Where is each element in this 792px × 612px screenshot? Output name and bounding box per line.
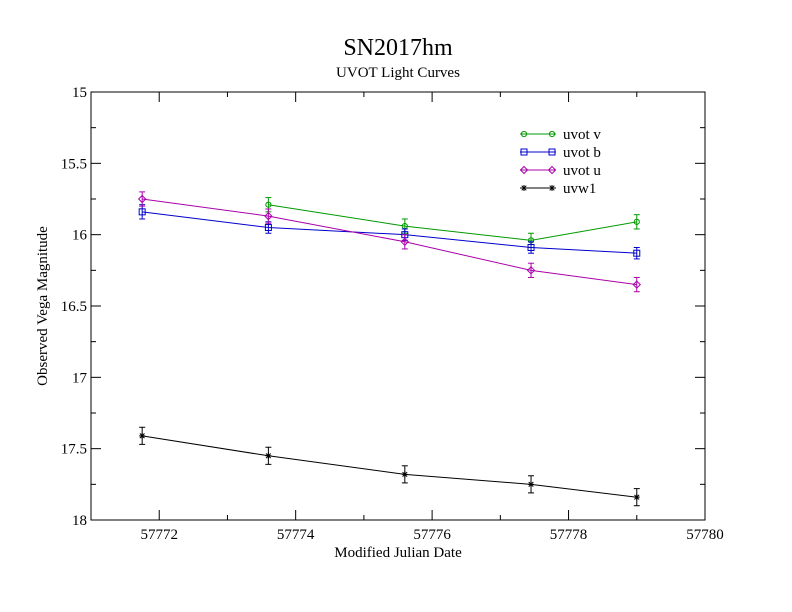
plot-frame [90,91,706,521]
x-tick-label: 57774 [277,527,315,543]
legend-marker [548,148,556,156]
series-line-uvw1 [142,435,637,498]
data-point [264,224,272,232]
data-point [137,194,147,204]
x-tick-label: 57780 [686,527,724,543]
legend-marker [520,148,528,156]
legend-item: uvot v [520,127,601,143]
data-point [139,432,146,439]
data-point [632,280,641,289]
data-point [265,201,272,208]
data-point [527,244,535,252]
legend-item: uvw1 [520,181,596,197]
legend-label: uvot v [563,127,601,143]
series-line-uvot-v [268,204,637,241]
data-point [633,494,640,501]
data-point [401,471,408,478]
y-tick-label: 15 [72,85,87,101]
series-uvot-b [138,204,641,260]
x-axis-label: Modified Julian Date [334,545,462,561]
x-tick-label: 57778 [550,527,588,543]
legend-label: uvot u [563,163,601,179]
legend-marker [521,185,527,191]
data-point [633,218,640,225]
chart-subtitle: UVOT Light Curves [336,65,460,81]
data-point [400,237,410,247]
data-point [528,481,535,488]
y-tick-label: 16 [72,228,88,244]
data-point [633,249,641,257]
data-point [265,452,272,459]
y-tick-label: 18 [72,513,87,529]
series-uvot-u [137,191,641,293]
data-point [138,208,146,216]
y-tick-label: 15.5 [61,156,87,172]
y-axis-label: Observed Vega Magnitude [35,226,51,386]
y-tick-label: 17 [72,370,88,386]
legend-marker [547,165,557,175]
y-tick-label: 17.5 [61,442,87,458]
series-uvw1 [139,426,640,507]
legend-marker [519,165,529,175]
legend-label: uvot b [563,145,601,161]
series-line-uvot-b [142,211,637,254]
data-point [526,266,536,275]
legend-item: uvot b [520,145,601,161]
y-tick-label: 16.5 [61,299,87,315]
legend-marker [520,130,528,138]
x-tick-label: 57772 [140,527,178,543]
legend-marker [548,130,556,138]
legend-label: uvw1 [563,181,596,197]
legend-marker [549,185,555,191]
chart-title: SN2017hm [343,35,453,61]
series-line-uvot-u [142,198,637,286]
data-point [264,211,273,221]
x-tick-label: 57776 [413,527,451,543]
legend-item: uvot u [519,163,601,179]
series-uvot-v [265,197,640,249]
